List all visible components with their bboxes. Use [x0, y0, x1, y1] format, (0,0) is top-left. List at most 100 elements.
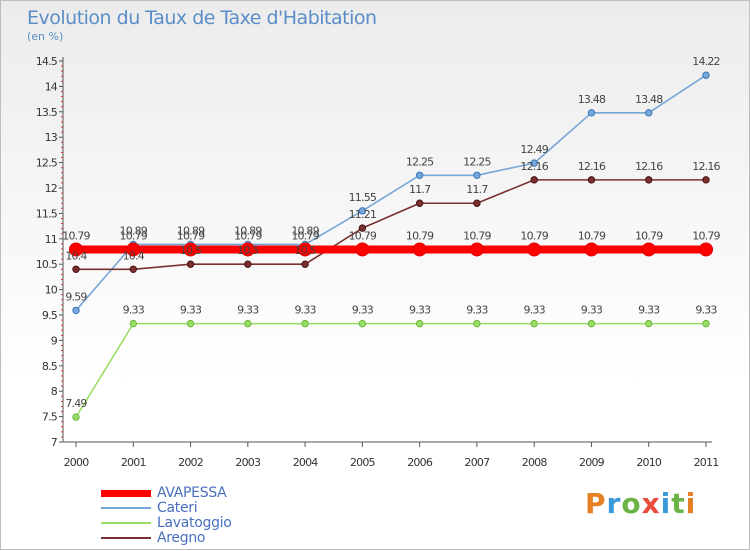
- x-tick-label: 2009: [579, 456, 605, 469]
- data-point-aregno: [244, 260, 252, 268]
- data-point-avapessa: [641, 242, 656, 257]
- x-tick-label: 2002: [178, 456, 203, 469]
- data-point-cateri: [587, 109, 596, 117]
- x-tick-label: 2006: [407, 456, 433, 469]
- data-point-lavatoggio: [358, 319, 367, 328]
- data-label-aregno: 10.4: [123, 249, 145, 262]
- data-point-aregno: [415, 199, 424, 207]
- chart-series: [69, 71, 713, 421]
- data-point-lavatoggio: [530, 319, 538, 328]
- legend-swatch: [101, 490, 151, 497]
- data-label-avapessa: 10.79: [406, 229, 434, 242]
- y-tick-label: 8: [51, 385, 58, 398]
- data-label-avapessa: 10.79: [291, 229, 319, 242]
- data-label-avapessa: 10.79: [692, 229, 720, 242]
- data-label-cateri: 13.48: [635, 93, 663, 106]
- y-tick-label: 13: [45, 131, 58, 144]
- y-tick-label: 11.5: [36, 207, 58, 220]
- x-tick-label: 2004: [293, 456, 319, 469]
- legend-swatch: [101, 522, 151, 524]
- chart-axes: 7 7.5 8 8.5 9 9.5 10 10.5 11 11.5 12 12.5 13 13.5 14 14…: [36, 55, 719, 469]
- data-label-aregno: 12.16: [692, 160, 720, 173]
- data-label-cateri: 10.89: [234, 224, 262, 237]
- data-label-lavatoggio: 9.33: [466, 304, 488, 317]
- data-point-cateri: [702, 71, 710, 79]
- data-point-lavatoggio: [587, 319, 596, 328]
- data-point-lavatoggio: [186, 319, 195, 328]
- data-point-aregno: [301, 260, 309, 268]
- data-point-avapessa: [69, 242, 83, 257]
- chart-data-labels: 10.79 10.79 10.79 10.79 10.79 10.79 10.79 10.79…: [62, 55, 721, 410]
- data-point-avapessa: [355, 242, 370, 257]
- data-point-avapessa: [126, 242, 141, 257]
- data-label-lavatoggio: 7.49: [65, 397, 87, 410]
- data-point-avapessa: [298, 242, 313, 257]
- x-tick-label: 2010: [636, 456, 662, 469]
- data-label-avapessa: 10.79: [120, 229, 148, 242]
- data-label-cateri: 12.49: [520, 143, 548, 156]
- legend-label: Cateri: [157, 500, 198, 516]
- data-point-avapessa: [240, 242, 255, 257]
- y-tick-label: 9.5: [42, 309, 58, 322]
- y-tick-label: 11: [45, 233, 57, 246]
- data-label-aregno: 12.16: [635, 160, 663, 173]
- data-label-cateri: 11.55: [349, 191, 377, 204]
- data-label-cateri: 14.22: [692, 55, 720, 68]
- data-point-lavatoggio: [702, 319, 710, 328]
- data-point-lavatoggio: [301, 319, 309, 328]
- data-label-lavatoggio: 9.33: [294, 304, 316, 317]
- legend-label: Lavatoggio: [157, 515, 232, 531]
- y-tick-label: 13.5: [36, 106, 58, 119]
- data-label-aregno: 12.16: [578, 160, 606, 173]
- data-label-lavatoggio: 9.33: [409, 304, 431, 317]
- data-point-aregno: [702, 176, 710, 184]
- data-point-avapessa: [183, 242, 198, 257]
- data-label-lavatoggio: 9.33: [524, 304, 546, 317]
- data-label-lavatoggio: 9.33: [123, 304, 145, 317]
- data-point-aregno: [129, 265, 137, 273]
- y-tick-label: 12.5: [36, 157, 58, 170]
- series-line-aregno: [76, 179, 706, 271]
- logo-letter: i: [685, 487, 697, 520]
- data-label-lavatoggio: 9.33: [638, 304, 660, 317]
- data-label-avapessa: 10.79: [349, 229, 377, 242]
- data-point-lavatoggio: [473, 319, 481, 328]
- data-label-avapessa: 10.79: [578, 229, 606, 242]
- data-label-aregno: 10.5: [294, 244, 316, 257]
- data-point-lavatoggio: [415, 319, 424, 328]
- y-tick-label: 8.5: [42, 360, 58, 373]
- data-point-aregno: [358, 224, 367, 232]
- logo-letter: o: [621, 487, 642, 520]
- data-label-avapessa: 10.79: [463, 229, 491, 242]
- data-point-cateri: [72, 306, 80, 315]
- data-label-cateri: 9.59: [65, 290, 87, 303]
- proxiti-logo: Proxiti: [585, 487, 696, 520]
- data-label-lavatoggio: 9.33: [581, 304, 603, 317]
- data-point-aregno: [530, 176, 538, 184]
- data-point-avapessa: [699, 242, 713, 257]
- x-tick-label: 2007: [465, 456, 491, 469]
- data-point-aregno: [645, 176, 653, 184]
- data-label-cateri: 10.89: [177, 224, 205, 237]
- legend-label: Aregno: [157, 530, 206, 546]
- data-label-avapessa: 10.79: [520, 229, 548, 242]
- data-label-cateri: 10.89: [291, 224, 319, 237]
- x-tick-label: 2008: [522, 456, 548, 469]
- data-label-avapessa: 10.79: [62, 229, 90, 242]
- data-point-cateri: [415, 171, 424, 180]
- logo-letter: t: [671, 487, 686, 520]
- data-label-cateri: 10.89: [120, 224, 148, 237]
- data-point-aregno: [186, 260, 195, 268]
- data-point-lavatoggio: [129, 319, 137, 328]
- data-label-aregno: 10.5: [237, 244, 259, 257]
- data-label-lavatoggio: 9.33: [180, 304, 202, 317]
- data-label-avapessa: 10.79: [234, 229, 262, 242]
- x-tick-label: 2003: [235, 456, 261, 469]
- chart-title: Evolution du Taux de Taxe d'Habitation: [27, 7, 377, 29]
- data-label-aregno: 12.16: [520, 160, 548, 173]
- data-label-lavatoggio: 9.33: [352, 304, 374, 317]
- data-label-cateri: 12.25: [463, 155, 491, 168]
- y-tick-label: 7.5: [42, 411, 58, 424]
- y-tick-label: 10.5: [36, 258, 58, 271]
- y-tick-label: 9: [51, 334, 58, 347]
